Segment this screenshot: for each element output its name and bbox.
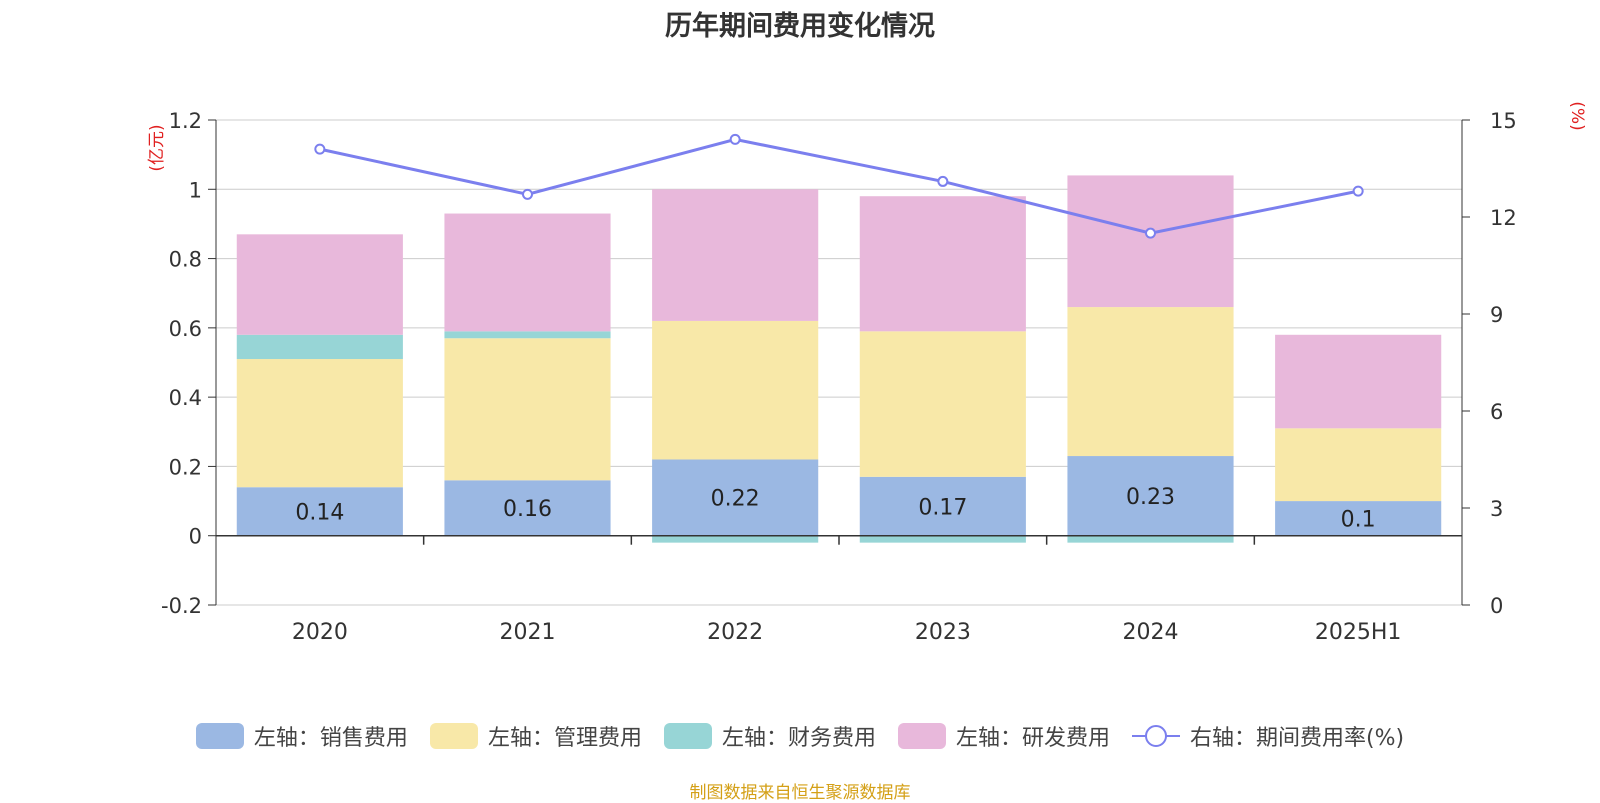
- bar-sales-2020: [236, 487, 403, 536]
- bar-rnd-2022: [652, 189, 819, 321]
- legend-item-finance[interactable]: 左轴：财务费用: [663, 720, 876, 752]
- left-axis-tick-label: 0.2: [169, 455, 202, 479]
- bar-rnd-2024: [1067, 175, 1234, 308]
- bar-rnd-2020: [236, 234, 403, 335]
- legend-label-rnd: 左轴：研发费用: [955, 726, 1110, 751]
- legend-item-rate[interactable]: 右轴：期间费用率(%): [1131, 720, 1405, 752]
- bar-finance-2023: [859, 535, 1026, 543]
- bar-sales-2023: [859, 476, 1026, 536]
- source-note: 制图数据来自恒生聚源数据库: [689, 783, 911, 803]
- right-axis-tick-label: 3: [1490, 497, 1503, 521]
- bar-finance-2021: [444, 331, 611, 339]
- legend-item-admin[interactable]: 左轴：管理费用: [429, 720, 642, 752]
- chart-legend: 左轴：销售费用 左轴：管理费用 左轴：财务费用 左轴：研发费用 右轴：期间费用率…: [0, 720, 1600, 752]
- legend-swatch-finance: [663, 723, 712, 749]
- bar-sales-2021: [444, 480, 611, 536]
- rate-point-2022: [729, 133, 741, 145]
- left-axis-unit-label: (亿元): [147, 124, 167, 171]
- legend-line-marker-icon: [1131, 725, 1180, 747]
- bar-admin-2025H1: [1275, 428, 1442, 502]
- right-axis-tick-label: 6: [1490, 400, 1503, 424]
- legend-label-rate: 右轴：期间费用率(%): [1189, 726, 1405, 751]
- bar-finance-2022: [652, 535, 819, 543]
- right-axis-tick-label: 0: [1490, 594, 1503, 618]
- left-axis-tick-label: 0: [189, 525, 202, 549]
- bar-rnd-2021: [444, 213, 611, 332]
- legend-item-sales[interactable]: 左轴：销售费用: [195, 720, 408, 752]
- legend-label-finance: 左轴：财务费用: [721, 726, 876, 751]
- rate-line: [319, 137, 1359, 235]
- rate-point-2021: [522, 188, 533, 200]
- bar-admin-2022: [652, 320, 819, 460]
- x-axis-label-2025H1: 2025H1: [1315, 620, 1402, 645]
- x-axis-label-2022: 2022: [707, 620, 763, 645]
- legend-swatch-rnd: [897, 723, 946, 749]
- right-axis-tick-label: 12: [1490, 206, 1517, 230]
- bar-finance-2020: [236, 334, 403, 360]
- bar-finance-2024: [1067, 535, 1234, 543]
- left-axis-tick-label: -0.2: [161, 594, 202, 618]
- left-axis-tick-label: 1: [189, 178, 202, 202]
- bar-rnd-2023: [859, 196, 1026, 332]
- rate-point-2020: [314, 143, 326, 155]
- data-label-sales-2022: 0.22: [711, 487, 760, 512]
- bar-admin-2024: [1067, 307, 1234, 457]
- rate-point-2025H1: [1352, 185, 1364, 197]
- bar-admin-2021: [444, 338, 611, 481]
- chart-title: 历年期间费用变化情况: [665, 11, 935, 42]
- x-axis-label-2024: 2024: [1123, 620, 1179, 645]
- x-axis-label-2020: 2020: [292, 620, 348, 645]
- data-label-sales-2023: 0.17: [918, 495, 967, 520]
- chart-canvas: -0.2 0 0.2 0.4 0.6 0.8 1 1.2 0 3 6 9 12 15 (亿元) (%) 0.14…: [147, 101, 1587, 645]
- data-label-sales-2025H1: 0.1: [1341, 507, 1376, 532]
- data-label-sales-2020: 0.14: [295, 500, 344, 525]
- right-axis-unit-label: (%): [1567, 101, 1587, 130]
- legend-label-admin: 左轴：管理费用: [487, 726, 642, 751]
- x-axis-label-2023: 2023: [915, 620, 971, 645]
- legend-item-rnd[interactable]: 左轴：研发费用: [897, 720, 1110, 752]
- left-axis-tick-label: 0.8: [169, 248, 202, 272]
- x-axis-label-2021: 2021: [500, 620, 556, 645]
- bar-admin-2020: [236, 359, 403, 488]
- bar-sales-2025H1: [1275, 501, 1442, 536]
- legend-label-sales: 左轴：销售费用: [253, 726, 408, 751]
- rate-point-2023: [937, 175, 949, 187]
- bar-admin-2023: [859, 331, 1026, 477]
- bar-sales-2022: [652, 459, 819, 536]
- legend-swatch-admin: [429, 723, 478, 749]
- right-axis-tick-label: 9: [1490, 303, 1503, 327]
- rate-point-2024: [1145, 227, 1156, 239]
- right-axis-tick-label: 15: [1490, 109, 1517, 133]
- bar-rnd-2025H1: [1275, 334, 1442, 429]
- left-axis-tick-label: 0.6: [169, 317, 202, 341]
- left-axis-tick-label: 1.2: [169, 109, 202, 133]
- data-label-sales-2024: 0.23: [1126, 485, 1175, 510]
- data-label-sales-2021: 0.16: [503, 497, 552, 522]
- left-axis-tick-label: 0.4: [169, 386, 202, 410]
- legend-swatch-sales: [195, 723, 244, 749]
- bar-sales-2024: [1067, 456, 1234, 536]
